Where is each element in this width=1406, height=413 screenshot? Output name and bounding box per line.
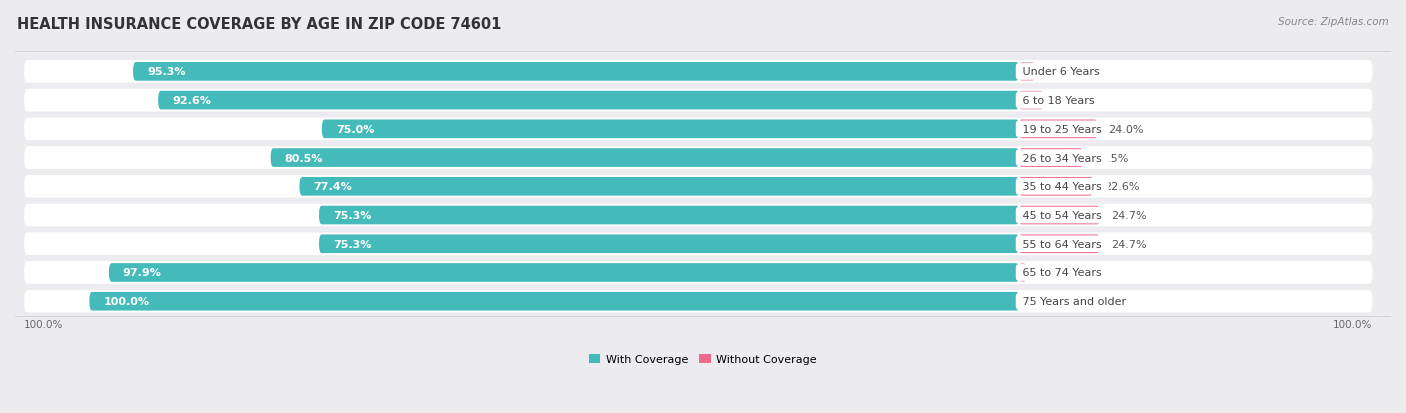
Legend: With Coverage, Without Coverage: With Coverage, Without Coverage [589,354,817,365]
FancyBboxPatch shape [271,149,1019,168]
Text: 100.0%: 100.0% [24,319,63,329]
FancyBboxPatch shape [90,292,1019,311]
Text: 26 to 34 Years: 26 to 34 Years [1019,153,1105,163]
Text: 24.7%: 24.7% [1111,211,1146,221]
FancyBboxPatch shape [24,290,1372,313]
Text: 75.3%: 75.3% [333,211,371,221]
FancyBboxPatch shape [319,235,1019,254]
FancyBboxPatch shape [24,147,1372,169]
FancyBboxPatch shape [24,61,1372,83]
FancyBboxPatch shape [24,176,1372,198]
Text: 100.0%: 100.0% [1333,319,1372,329]
FancyBboxPatch shape [24,90,1372,112]
Text: 65 to 74 Years: 65 to 74 Years [1019,268,1105,278]
FancyBboxPatch shape [24,233,1372,256]
FancyBboxPatch shape [1019,178,1092,196]
Text: 35 to 44 Years: 35 to 44 Years [1019,182,1105,192]
Text: Source: ZipAtlas.com: Source: ZipAtlas.com [1278,17,1389,26]
Text: 2.1%: 2.1% [1038,268,1066,278]
FancyBboxPatch shape [319,206,1019,225]
Text: 6 to 18 Years: 6 to 18 Years [1019,96,1098,106]
Text: 0.0%: 0.0% [1031,297,1059,306]
FancyBboxPatch shape [108,263,1019,282]
FancyBboxPatch shape [24,261,1372,284]
FancyBboxPatch shape [1019,120,1097,139]
Text: 77.4%: 77.4% [314,182,352,192]
FancyBboxPatch shape [1019,149,1083,168]
Text: 75 Years and older: 75 Years and older [1019,297,1130,306]
FancyBboxPatch shape [1019,63,1035,81]
Text: 92.6%: 92.6% [172,96,211,106]
FancyBboxPatch shape [1019,235,1099,254]
FancyBboxPatch shape [1019,92,1043,110]
FancyBboxPatch shape [134,63,1019,81]
Text: 75.3%: 75.3% [333,239,371,249]
FancyBboxPatch shape [1019,206,1099,225]
Text: Under 6 Years: Under 6 Years [1019,67,1104,77]
Text: 80.5%: 80.5% [284,153,323,163]
Text: HEALTH INSURANCE COVERAGE BY AGE IN ZIP CODE 74601: HEALTH INSURANCE COVERAGE BY AGE IN ZIP … [17,17,502,31]
Text: 55 to 64 Years: 55 to 64 Years [1019,239,1105,249]
Text: 24.0%: 24.0% [1108,125,1144,135]
Text: 45 to 54 Years: 45 to 54 Years [1019,211,1105,221]
Text: 7.4%: 7.4% [1054,96,1083,106]
FancyBboxPatch shape [1019,263,1026,282]
FancyBboxPatch shape [24,118,1372,141]
FancyBboxPatch shape [299,178,1019,196]
Text: 19 to 25 Years: 19 to 25 Years [1019,125,1105,135]
FancyBboxPatch shape [24,204,1372,227]
Text: 4.7%: 4.7% [1046,67,1074,77]
Text: 75.0%: 75.0% [336,125,374,135]
Text: 95.3%: 95.3% [148,67,186,77]
Text: 100.0%: 100.0% [103,297,149,306]
FancyBboxPatch shape [159,92,1019,110]
Text: 19.5%: 19.5% [1094,153,1129,163]
Text: 22.6%: 22.6% [1104,182,1139,192]
Text: 97.9%: 97.9% [122,268,162,278]
FancyBboxPatch shape [322,120,1019,139]
Text: 24.7%: 24.7% [1111,239,1146,249]
